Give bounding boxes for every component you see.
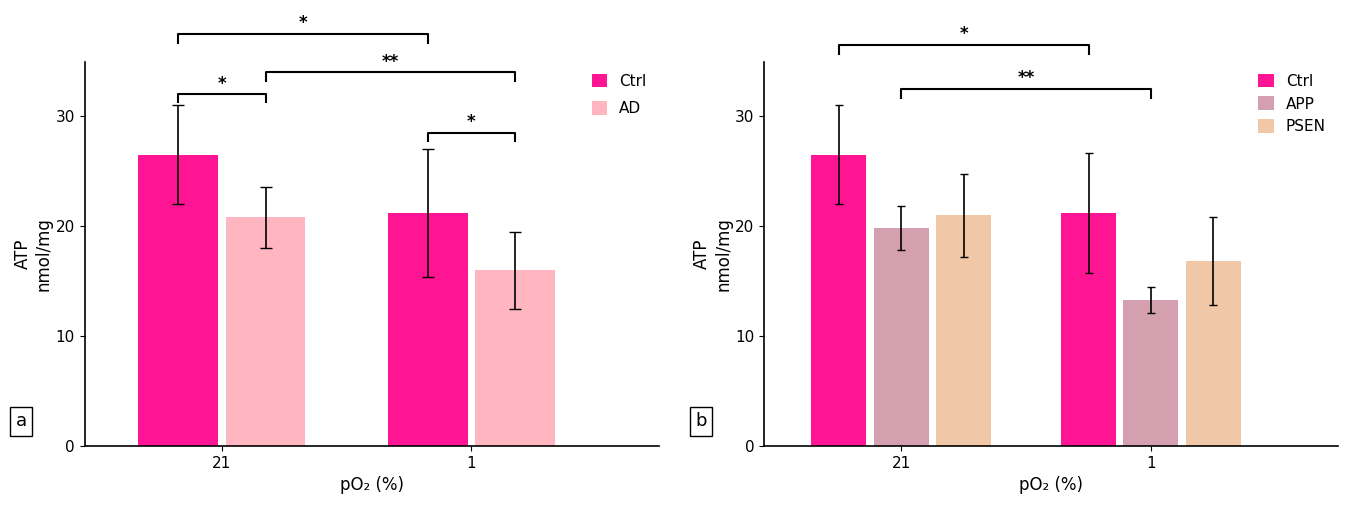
Text: *: * xyxy=(218,75,226,93)
Bar xyxy=(1124,300,1179,446)
Bar xyxy=(811,155,867,446)
Bar xyxy=(1061,213,1115,446)
X-axis label: pO₂ (%): pO₂ (%) xyxy=(339,476,404,494)
Bar xyxy=(138,155,218,446)
Text: **: ** xyxy=(381,53,399,71)
Bar xyxy=(873,229,929,446)
Text: a: a xyxy=(16,412,27,430)
Text: b: b xyxy=(695,412,707,430)
Bar xyxy=(936,215,991,446)
Bar xyxy=(226,217,306,446)
Legend: Ctrl, AD: Ctrl, AD xyxy=(587,69,652,121)
Text: **: ** xyxy=(1018,69,1034,87)
Bar xyxy=(1186,261,1241,446)
Text: *: * xyxy=(468,113,476,131)
Bar xyxy=(388,213,468,446)
Y-axis label: ATP
nmol/mg: ATP nmol/mg xyxy=(14,217,53,291)
Text: *: * xyxy=(299,14,307,33)
Legend: Ctrl, APP, PSEN: Ctrl, APP, PSEN xyxy=(1253,69,1330,139)
Text: *: * xyxy=(960,25,968,43)
X-axis label: pO₂ (%): pO₂ (%) xyxy=(1019,476,1083,494)
Bar xyxy=(475,270,556,446)
Y-axis label: ATP
nmol/mg: ATP nmol/mg xyxy=(694,217,733,291)
